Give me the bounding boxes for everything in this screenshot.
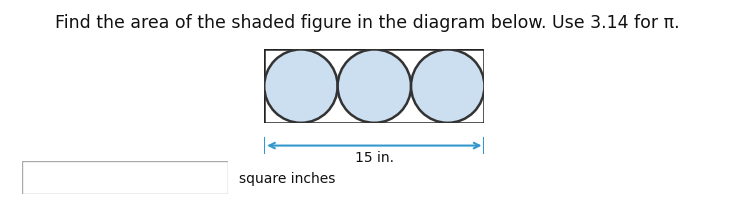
Circle shape [264,50,338,123]
Text: 15 in.: 15 in. [355,150,394,164]
Circle shape [411,50,484,123]
Text: square inches: square inches [239,172,335,185]
Circle shape [338,50,411,123]
Text: Find the area of the shaded figure in the diagram below. Use 3.14 for π.: Find the area of the shaded figure in th… [55,14,679,32]
